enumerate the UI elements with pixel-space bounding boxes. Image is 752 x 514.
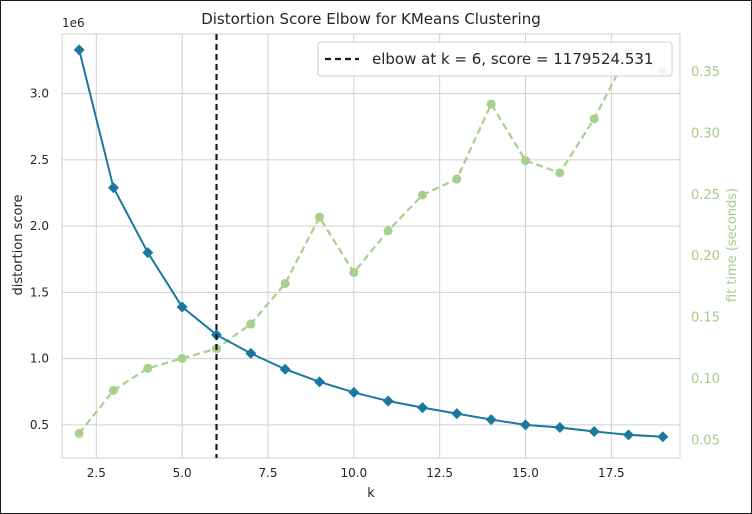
distortion-point xyxy=(108,182,119,194)
y2-tick-label: 0.10 xyxy=(691,372,720,387)
chart-title: Distortion Score Elbow for KMeans Cluste… xyxy=(201,10,541,28)
distortion-point xyxy=(176,301,188,313)
x-tick-label: 12.5 xyxy=(426,466,453,480)
x-tick-label: 17.5 xyxy=(598,466,625,480)
fit-time-point xyxy=(74,428,84,438)
distortion-point xyxy=(382,395,394,407)
x-tick-label: 2.5 xyxy=(87,466,106,480)
y-tick-label: 1.0 xyxy=(30,352,49,366)
y-tick-label: 2.0 xyxy=(30,219,49,233)
y-tick-label: 0.5 xyxy=(30,418,49,432)
y2-tick-label: 0.20 xyxy=(691,249,720,264)
fit-time-point xyxy=(109,385,118,395)
distortion-point xyxy=(314,376,325,388)
distortion-point xyxy=(348,386,360,398)
distortion-point xyxy=(245,347,257,359)
y2-tick-label: 0.30 xyxy=(691,126,720,141)
x-tick-label: 10.0 xyxy=(340,466,367,480)
legend-label: elbow at k = 6, score = 1179524.531 xyxy=(372,50,653,68)
legend-box xyxy=(317,41,673,77)
y-offset-label: 1e6 xyxy=(62,16,85,30)
fit-time-point xyxy=(418,190,427,200)
distortion-point xyxy=(142,247,154,259)
distortion-point xyxy=(623,429,634,441)
distortion-point xyxy=(279,363,291,375)
distortion-point xyxy=(554,422,566,434)
distortion-point xyxy=(485,414,497,426)
fit-time-point xyxy=(280,278,290,288)
series-layer xyxy=(73,34,669,458)
x-axis-label: k xyxy=(367,486,375,501)
fit-time-point xyxy=(555,168,565,178)
plot-area xyxy=(61,33,681,459)
y-tick-label: 1.5 xyxy=(30,285,49,299)
x-tick-label: 7.5 xyxy=(258,466,277,480)
fit-time-point xyxy=(177,353,187,363)
grid-lines xyxy=(62,34,680,458)
fit-time-point xyxy=(246,319,256,329)
fit-time-point xyxy=(521,156,530,166)
fit-time-point xyxy=(315,212,324,222)
fit-time-point xyxy=(589,114,599,124)
fit-time-point xyxy=(349,267,359,277)
y2-tick-label: 0.25 xyxy=(691,188,720,203)
y2-tick-label: 0.05 xyxy=(691,434,720,449)
y2-tick-label: 0.15 xyxy=(691,311,720,326)
tick-labels: 2.5 5.0 7.5 10.0 12.5 15.0 17.5 0.5 1.0 1.5 2.0 2.5… xyxy=(30,65,720,480)
fit-time-point xyxy=(383,226,393,236)
fit-time-point xyxy=(143,363,153,373)
distortion-point xyxy=(73,44,85,56)
y2-axis-label: fit time (seconds) xyxy=(725,188,740,302)
y-axis-label: distortion score xyxy=(11,195,26,296)
distortion-line xyxy=(78,49,663,438)
fit-time-point xyxy=(452,174,462,184)
x-tick-label: 5.0 xyxy=(173,466,192,480)
distortion-point xyxy=(588,426,600,437)
y-tick-label: 2.5 xyxy=(30,153,49,167)
x-tick-label: 15.0 xyxy=(512,466,539,480)
legend: elbow at k = 6, score = 1179524.531 xyxy=(317,41,673,77)
distortion-point xyxy=(657,431,669,443)
y2-tick-label: 0.35 xyxy=(691,65,720,80)
distortion-point xyxy=(520,419,531,431)
y-tick-label: 3.0 xyxy=(30,87,49,101)
fit-time-line xyxy=(78,50,664,435)
fit-time-point xyxy=(486,99,496,109)
distortion-point xyxy=(451,408,463,420)
distortion-point xyxy=(417,402,428,414)
